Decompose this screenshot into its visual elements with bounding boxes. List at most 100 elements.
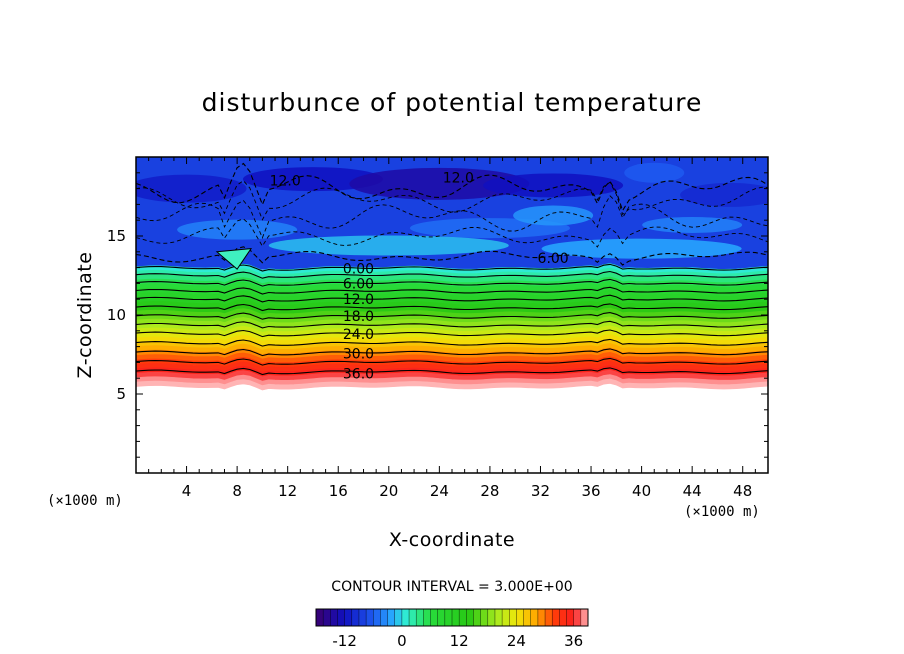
colorbar-segment xyxy=(480,609,489,626)
colorbar-frame xyxy=(315,608,589,627)
contour-line xyxy=(136,263,768,272)
upper-patch xyxy=(680,182,768,207)
colorbar-segment xyxy=(494,609,503,626)
x-tick-label: 16 xyxy=(329,482,348,500)
upper-patch xyxy=(349,167,530,200)
colorbar-segment xyxy=(552,609,560,626)
contour-line xyxy=(136,329,768,338)
contour-line-negative xyxy=(136,180,768,221)
x-tick-label: 20 xyxy=(379,482,398,500)
contour-line xyxy=(136,338,768,347)
colorbar-tick-label: -12 xyxy=(332,632,357,650)
colorbar-segment xyxy=(537,609,546,626)
colorbar-segment xyxy=(573,609,582,626)
contour-label: 0.00 xyxy=(343,261,374,277)
colorbar-segment xyxy=(366,609,374,626)
upper-patch xyxy=(483,173,624,198)
x-axis-label: X-coordinate xyxy=(389,529,515,551)
y-axis-ticks: 5 10 15 xyxy=(107,172,768,458)
x-axis-ticks: 4 8 12 16 20 24 28 32 36 40 44 48 xyxy=(148,157,756,500)
upper-patch xyxy=(642,216,743,233)
contour-interval-text: CONTOUR INTERVAL = 3.000E+00 xyxy=(331,579,572,595)
y-tick-label: 15 xyxy=(107,227,126,245)
contour-line-negative xyxy=(136,246,768,266)
colorbar-segment xyxy=(394,609,403,626)
contour-label: 24.0 xyxy=(343,327,374,343)
colorbar-segment xyxy=(516,609,524,626)
colorbar-segment xyxy=(387,609,396,626)
colorbar-segment xyxy=(566,609,574,626)
upper-patch xyxy=(624,162,685,183)
colorbar-segment xyxy=(337,609,345,626)
x-tick-label: 36 xyxy=(581,482,600,500)
upper-patch xyxy=(268,235,509,256)
x-unit-right: (×1000 m) xyxy=(684,504,760,520)
contour-label: 36.0 xyxy=(343,366,374,382)
x-tick-label: 4 xyxy=(182,482,192,500)
upper-patch xyxy=(177,219,298,240)
colorbar-segment xyxy=(437,609,446,626)
contour-band xyxy=(136,378,768,391)
x-tick-label: 44 xyxy=(683,482,702,500)
contour-line xyxy=(136,357,768,366)
colorbar-tick-label: 24 xyxy=(507,632,526,650)
contour-line-negative xyxy=(136,218,768,248)
y-tick-label: 5 xyxy=(116,385,126,403)
contour-line xyxy=(136,320,768,329)
colorbar-segment xyxy=(351,609,360,626)
colorbar-segment xyxy=(509,609,517,626)
upper-patch xyxy=(136,174,247,203)
contour-label: 30.0 xyxy=(343,347,374,363)
colorbar-tick-label: 12 xyxy=(450,632,469,650)
colorbar-segment xyxy=(580,609,589,626)
colorbar-segment xyxy=(416,609,424,626)
contour-label: 6.00 xyxy=(343,276,374,292)
colorbar-segment xyxy=(423,609,431,626)
contour-label: 12.0 xyxy=(343,292,374,308)
colorbar-segment xyxy=(473,609,481,626)
colorbar-segment xyxy=(487,609,496,626)
x-tick-label: 48 xyxy=(733,482,752,500)
colorbar-segment xyxy=(559,609,567,626)
x-tick-label: 8 xyxy=(232,482,242,500)
contour-line xyxy=(136,348,768,357)
y-axis-label: Z-coordinate xyxy=(74,252,96,379)
contour-line-negative xyxy=(136,162,768,212)
colorbar-segment xyxy=(466,609,474,626)
x-tick-label: 12 xyxy=(278,482,297,500)
contour-label: 12.0 xyxy=(270,174,301,190)
x-tick-label: 24 xyxy=(430,482,449,500)
upper-patch xyxy=(513,205,594,226)
colorbar-segment xyxy=(316,609,324,626)
contour-line xyxy=(136,303,768,312)
x-tick-label: 40 xyxy=(632,482,651,500)
upper-patch xyxy=(242,167,383,192)
colorbar-tick-label: 0 xyxy=(397,632,407,650)
contour-line xyxy=(136,312,768,320)
contour-line xyxy=(136,286,768,295)
x-tick-label: 28 xyxy=(480,482,499,500)
contour-line xyxy=(136,270,768,279)
contour-line-negative xyxy=(136,195,768,239)
chart-title: disturbunce of potential temperature xyxy=(202,88,703,117)
colorbar-segment xyxy=(523,609,532,626)
colorbar-segment xyxy=(401,609,410,626)
y-tick-label: 10 xyxy=(107,306,126,324)
colorbar-segment xyxy=(358,609,367,626)
colorbar-segment xyxy=(330,609,338,626)
colorbar-segment xyxy=(530,609,539,626)
colorbar-segment xyxy=(545,609,553,626)
contour-line xyxy=(136,278,768,287)
colorbar-segment xyxy=(409,609,417,626)
colorbar-segment xyxy=(323,609,331,626)
colorbar-segment xyxy=(430,609,438,626)
colorbar: -12 0 12 24 36 xyxy=(315,608,589,650)
x-tick-label: 32 xyxy=(531,482,550,500)
contour-label: 12.0 xyxy=(443,171,474,187)
upper-patch xyxy=(541,238,742,259)
colorbar-tick-label: 36 xyxy=(564,632,583,650)
colorbar-segment xyxy=(344,609,353,626)
contour-label: 6.00 xyxy=(538,251,569,267)
colorbar-segment xyxy=(459,609,467,626)
